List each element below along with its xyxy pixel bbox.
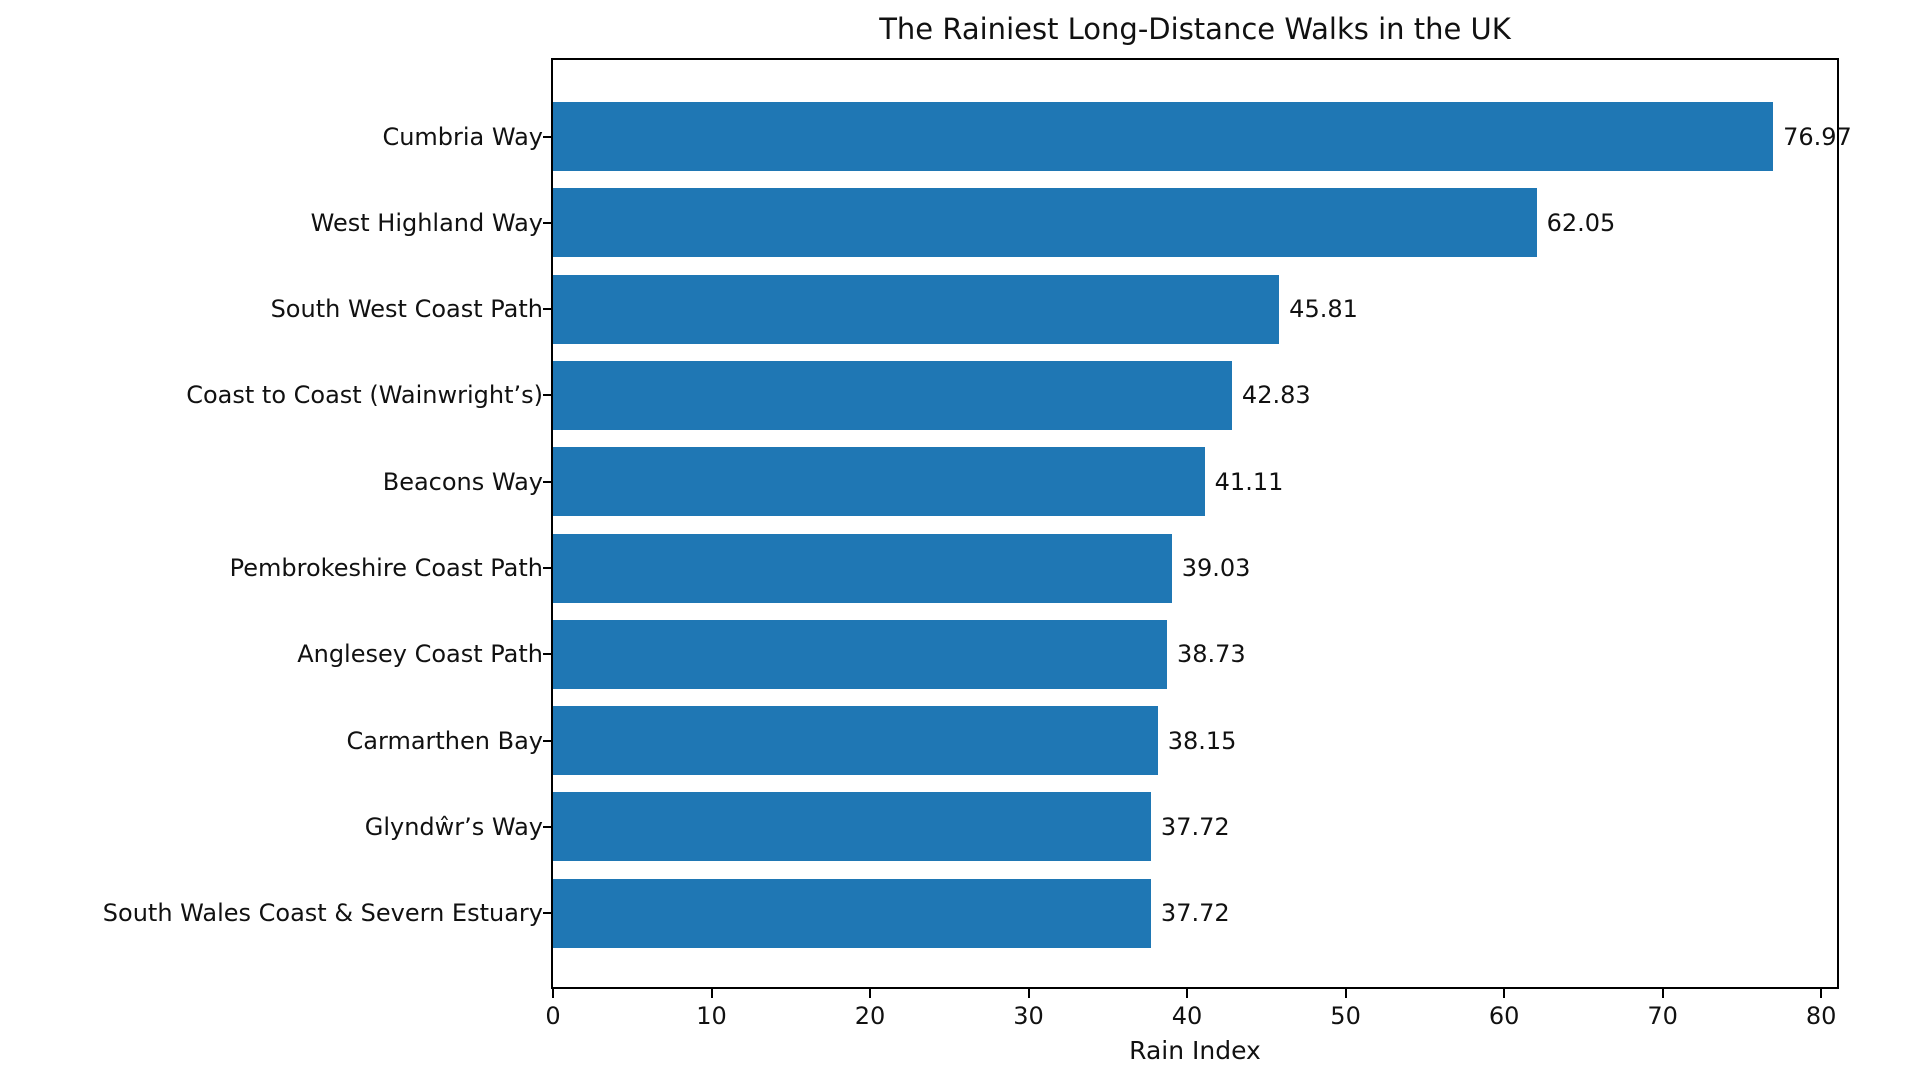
- x-tick-label: 80: [1805, 1002, 1837, 1030]
- x-tick-label: 30: [1013, 1002, 1044, 1030]
- x-tick-mark: [1027, 987, 1030, 998]
- value-label: 37.72: [1160, 899, 1230, 928]
- y-tick-mark: [543, 653, 553, 656]
- value-label: 41.11: [1214, 467, 1284, 496]
- value-label: 76.97: [1783, 122, 1852, 151]
- x-tick-label: 70: [1647, 1002, 1678, 1030]
- y-tick-mark: [543, 825, 553, 828]
- y-tick-mark: [543, 739, 553, 742]
- x-axis-label: Rain Index: [1129, 1036, 1261, 1065]
- category-label: Coast to Coast (Wainwright’s): [186, 381, 543, 410]
- bar: [553, 619, 1167, 689]
- y-tick-mark: [543, 221, 553, 224]
- bar: [553, 360, 1232, 430]
- category-label: Carmarthen Bay: [346, 726, 543, 755]
- category-label: Beacons Way: [382, 467, 543, 496]
- x-tick-label: 40: [1171, 1002, 1203, 1030]
- x-tick-mark: [1661, 987, 1664, 998]
- x-tick-mark: [1503, 987, 1506, 998]
- x-tick-mark: [1820, 987, 1823, 998]
- x-tick-mark: [869, 987, 872, 998]
- value-label: 38.15: [1167, 726, 1237, 755]
- x-tick-label: 10: [696, 1002, 727, 1030]
- bar: [553, 706, 1158, 776]
- y-tick-mark: [543, 394, 553, 397]
- bar: [553, 878, 1151, 948]
- x-tick-mark: [710, 987, 713, 998]
- y-tick-mark: [543, 135, 553, 138]
- chart-title: The Rainiest Long-Distance Walks in the …: [879, 12, 1511, 46]
- x-tick-mark: [1186, 987, 1189, 998]
- value-label: 37.72: [1160, 812, 1230, 841]
- value-label: 42.83: [1241, 381, 1311, 410]
- value-label: 62.05: [1546, 208, 1616, 237]
- bar: [553, 792, 1151, 862]
- category-label: Cumbria Way: [382, 122, 543, 151]
- category-label: Glyndŵr’s Way: [364, 812, 543, 841]
- x-tick-label: 50: [1330, 1002, 1361, 1030]
- x-tick-label: 20: [854, 1002, 886, 1030]
- value-label: 38.73: [1176, 640, 1246, 669]
- y-tick-mark: [543, 912, 553, 915]
- y-tick-mark: [543, 308, 553, 311]
- x-tick-mark: [1344, 987, 1347, 998]
- category-label: Anglesey Coast Path: [297, 640, 543, 669]
- x-tick-label: 60: [1488, 1002, 1520, 1030]
- x-tick-label: 0: [545, 1002, 561, 1030]
- category-label: West Highland Way: [310, 208, 543, 237]
- value-label: 45.81: [1289, 295, 1358, 324]
- category-label: South Wales Coast & Severn Estuary: [102, 899, 543, 928]
- bar: [553, 533, 1172, 603]
- y-tick-mark: [543, 567, 553, 569]
- bar: [553, 188, 1537, 258]
- category-label: Pembrokeshire Coast Path: [229, 554, 543, 582]
- bar: [553, 102, 1774, 171]
- bar: [553, 447, 1205, 517]
- x-tick-mark: [552, 987, 554, 998]
- y-tick-mark: [543, 480, 553, 483]
- value-label: 39.03: [1181, 554, 1251, 582]
- bar: [553, 274, 1280, 344]
- category-label: South West Coast Path: [270, 295, 543, 324]
